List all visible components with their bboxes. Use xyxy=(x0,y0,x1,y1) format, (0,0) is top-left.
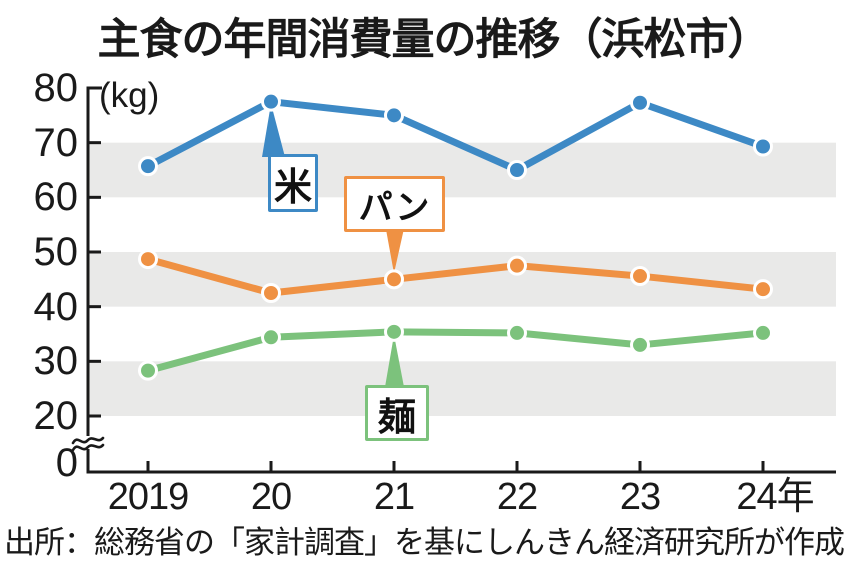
axis-break-wave xyxy=(71,443,105,452)
y-tick-label: 70 xyxy=(33,120,79,165)
data-point-bread-20 xyxy=(261,283,281,303)
grid-band xyxy=(89,252,836,307)
y-axis-unit-label: (kg) xyxy=(99,76,160,115)
data-point-bread-23 xyxy=(630,266,650,287)
data-point-noodles-24年 xyxy=(753,322,773,343)
y-tick-label: 50 xyxy=(33,230,79,274)
series-label-bread: パン xyxy=(344,176,445,232)
data-point-rice-24年 xyxy=(753,136,773,157)
series-callout-pointer-noodles xyxy=(385,334,404,387)
data-point-rice-23 xyxy=(630,92,650,113)
y-tick-label: 30 xyxy=(33,339,79,384)
y-tick-label: 40 xyxy=(33,284,79,329)
y-tick-label: 0 xyxy=(55,441,78,485)
x-tick-label: 23 xyxy=(619,476,661,518)
series-label-noodles-text: 麺 xyxy=(377,396,416,439)
data-point-bread-21 xyxy=(384,269,404,290)
x-tick-label: 22 xyxy=(496,476,538,518)
series-line-rice xyxy=(144,98,767,174)
x-tick-label: 20 xyxy=(250,476,292,518)
x-tick-label: 21 xyxy=(373,476,415,518)
grid-band xyxy=(89,142,836,198)
data-point-bread-24年 xyxy=(753,279,773,300)
data-point-rice-21 xyxy=(384,105,404,126)
x-tick-label: 2019 xyxy=(107,476,190,518)
data-point-bread-2019 xyxy=(138,249,158,270)
data-point-noodles-23 xyxy=(630,334,650,355)
series-label-bread-text: パン xyxy=(358,188,431,227)
series-label-rice-text: 米 xyxy=(273,166,312,209)
grid-band xyxy=(89,361,836,416)
chart-title: 主食の年間消費量の推移（浜松市） xyxy=(97,16,771,64)
data-point-rice-2019 xyxy=(138,156,158,177)
data-point-noodles-2019 xyxy=(138,360,158,381)
y-tick-label: 60 xyxy=(33,175,79,220)
source-note: 出所：総務省の「家計調査」を基にしんきん経済研究所が作成 xyxy=(4,525,845,560)
data-point-noodles-22 xyxy=(507,322,527,343)
data-point-rice-22 xyxy=(507,160,527,180)
series-label-noodles: 麺 xyxy=(365,385,429,441)
data-point-rice-20 xyxy=(261,91,281,112)
data-point-noodles-21 xyxy=(384,321,404,342)
y-tick-label: 20 xyxy=(33,394,79,438)
axis-break-wave xyxy=(71,436,105,445)
series-callout-pointer-bread xyxy=(385,224,405,274)
series-label-rice: 米 xyxy=(268,154,318,212)
x-tick-label: 24年 xyxy=(736,476,814,518)
y-tick-label: 80 xyxy=(33,66,79,110)
data-point-noodles-20 xyxy=(261,327,281,348)
series-line-bread xyxy=(144,255,767,297)
series-line-noodles xyxy=(144,328,767,375)
data-point-bread-22 xyxy=(507,255,527,276)
series-callout-pointer-rice xyxy=(262,103,285,157)
